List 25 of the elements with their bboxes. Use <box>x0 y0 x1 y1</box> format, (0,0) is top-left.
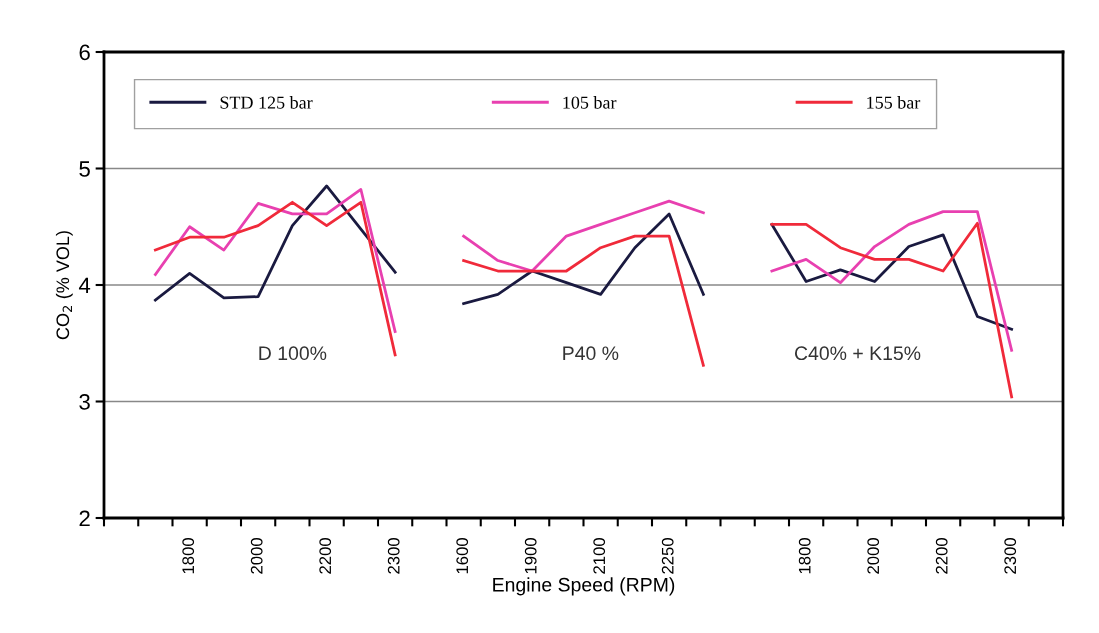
x-tick-label: 2200 <box>935 538 948 574</box>
x-tick-label: 1800 <box>798 538 811 574</box>
y-tick-label: 2 <box>79 510 90 527</box>
annotation: D 100% <box>259 346 327 361</box>
x-tick-label: 2000 <box>250 538 263 574</box>
y-axis-title: CO$_{2}$ (% VOL) <box>55 231 73 340</box>
x-tick-label: 1900 <box>524 538 537 574</box>
y-tick-label: 6 <box>79 44 90 61</box>
x-tick-label: 1800 <box>182 538 195 574</box>
annotation: P40 % <box>563 346 619 361</box>
x-axis-title: Engine Speed (RPM) <box>493 577 675 596</box>
x-tick-label: 2300 <box>387 538 400 574</box>
x-tick-label: 2100 <box>593 538 606 574</box>
legend-label: STD 125 bar <box>220 96 313 109</box>
legend-label: 155 bar <box>867 96 921 109</box>
x-tick-label: 2000 <box>867 538 880 574</box>
x-tick-label: 2300 <box>1004 538 1017 574</box>
y-tick-label: 4 <box>78 277 91 294</box>
legend-label: 105 bar <box>563 96 617 109</box>
y-tick-label: 5 <box>79 161 90 177</box>
y-tick-label: 3 <box>79 394 90 410</box>
x-tick-label: 2250 <box>661 538 674 574</box>
x-tick-label: 2200 <box>319 538 332 574</box>
annotation: C40% + K15% <box>794 346 921 361</box>
x-tick-label: 1600 <box>456 538 469 574</box>
